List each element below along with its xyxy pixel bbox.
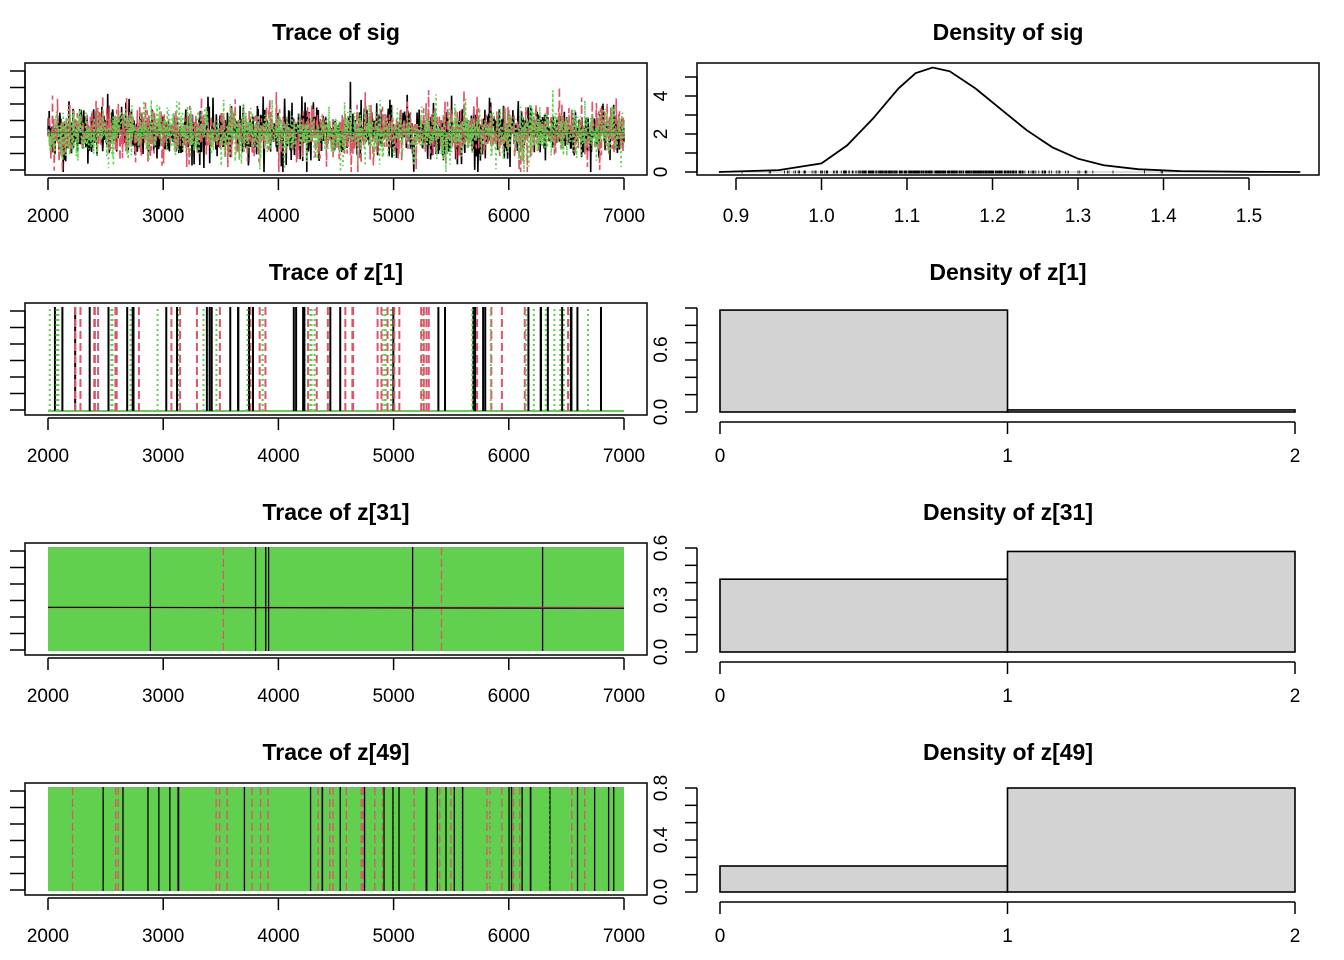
trace-fill-chain-3: [48, 547, 624, 651]
density-title: Density of sig: [933, 19, 1084, 45]
y-tick-label: 0: [651, 167, 672, 178]
density-panel: Density of z[31] 0 1 2 0.0 0.3 0.6: [651, 499, 1300, 707]
x-tick-label: 0.9: [723, 206, 749, 227]
x-tick-label: 2000: [27, 446, 69, 467]
running-mean-chain-1: [47, 606, 625, 609]
density-bar-0: [719, 309, 1009, 413]
density-bar-1: [1006, 550, 1296, 653]
x-tick-label: 5000: [372, 446, 414, 467]
x-tick-label: 5000: [372, 206, 414, 227]
x-tick-label: 5000: [372, 686, 414, 707]
x-tick-label: 2: [1290, 686, 1301, 707]
y-tick-label: 0.6: [651, 336, 672, 362]
x-tick-label: 4000: [257, 206, 299, 227]
x-tick-label: 6000: [488, 206, 530, 227]
x-tick-label: 4000: [257, 686, 299, 707]
x-tick-label: 3000: [142, 926, 184, 947]
x-tick-label: 0: [715, 686, 726, 707]
trace-plot-frame: [24, 302, 648, 416]
x-tick-label: 6000: [488, 686, 530, 707]
x-tick-label: 2: [1290, 446, 1301, 467]
x-tick-label: 1.1: [894, 206, 920, 227]
trace-panel: Trace of z[31] 2000 3000 4000 5000 6000 7000: [10, 499, 648, 707]
x-tick-label: 2000: [27, 686, 69, 707]
y-tick-label: 0.0: [651, 879, 672, 905]
x-tick-label: 7000: [603, 446, 645, 467]
x-tick-label: 1.4: [1150, 206, 1177, 227]
trace-plot-frame: [24, 542, 648, 656]
density-title: Density of z[1]: [929, 259, 1086, 285]
x-tick-label: 1.3: [1065, 206, 1091, 227]
density-curve: [718, 66, 1301, 173]
density-title: Density of z[49]: [923, 739, 1093, 765]
density-bar-1: [1006, 409, 1296, 413]
x-tick-label: 4000: [257, 446, 299, 467]
x-tick-label: 1.5: [1236, 206, 1262, 227]
x-tick-label: 3000: [142, 446, 184, 467]
y-tick-label: 0.6: [651, 535, 672, 561]
x-tick-label: 3000: [142, 686, 184, 707]
density-bar-0: [719, 865, 1009, 893]
density-title: Density of z[31]: [923, 499, 1093, 525]
trace-fill-chain-3: [48, 787, 624, 891]
y-tick-label: 0.4: [651, 826, 672, 853]
trace-line-chain-3: [47, 90, 625, 173]
x-tick-label: 7000: [603, 206, 645, 227]
y-tick-label: 0.0: [651, 399, 672, 425]
x-tick-label: 2000: [27, 206, 69, 227]
trace-title: Trace of sig: [272, 19, 400, 45]
trace-plot-frame: [24, 62, 648, 176]
y-tick-label: 0.3: [651, 587, 672, 613]
y-tick-label: 2: [651, 129, 672, 140]
x-tick-label: 1: [1002, 926, 1013, 947]
density-panel: Density of z[1] 0 1 2 0.0 0.6: [651, 259, 1300, 467]
y-tick-label: 4: [651, 90, 672, 101]
x-tick-label: 7000: [603, 926, 645, 947]
density-panel: Density of sig 0.9 1.0 1.1 1.2 1.3 1.4 1.5 0 2 4: [651, 19, 1320, 227]
x-tick-label: 1: [1002, 446, 1013, 467]
trace-panel: Trace of z[1] 2000 3000 4000 5000 6000 7000: [10, 259, 648, 467]
x-tick-label: 2: [1290, 926, 1301, 947]
x-tick-label: 6000: [488, 446, 530, 467]
density-plot-frame: [696, 62, 1320, 176]
x-tick-label: 3000: [142, 206, 184, 227]
trace-title: Trace of z[1]: [269, 259, 403, 285]
x-tick-label: 0: [715, 446, 726, 467]
trace-plot-frame: [24, 782, 648, 896]
trace-panel: Trace of z[49] 2000 3000 4000 5000 6000 7000: [10, 739, 648, 947]
trace-panel: Trace of sig 2000 3000 4000 5000 6000 7000: [10, 19, 648, 227]
x-tick-label: 1.2: [979, 206, 1005, 227]
x-tick-label: 6000: [488, 926, 530, 947]
density-bar-1: [1006, 787, 1296, 893]
x-tick-label: 2000: [27, 926, 69, 947]
y-tick-label: 0.0: [651, 639, 672, 665]
y-tick-label: 0.8: [651, 775, 672, 801]
x-tick-label: 7000: [603, 686, 645, 707]
x-tick-label: 4000: [257, 926, 299, 947]
density-panel: Density of z[49] 0 1 2 0.0 0.4 0.8: [651, 739, 1300, 947]
x-tick-label: 1: [1002, 686, 1013, 707]
density-bar-0: [719, 578, 1009, 653]
x-tick-label: 5000: [372, 926, 414, 947]
x-tick-label: 1.0: [808, 206, 834, 227]
trace-title: Trace of z[49]: [263, 739, 410, 765]
trace-title: Trace of z[31]: [263, 499, 410, 525]
x-tick-label: 0: [715, 926, 726, 947]
